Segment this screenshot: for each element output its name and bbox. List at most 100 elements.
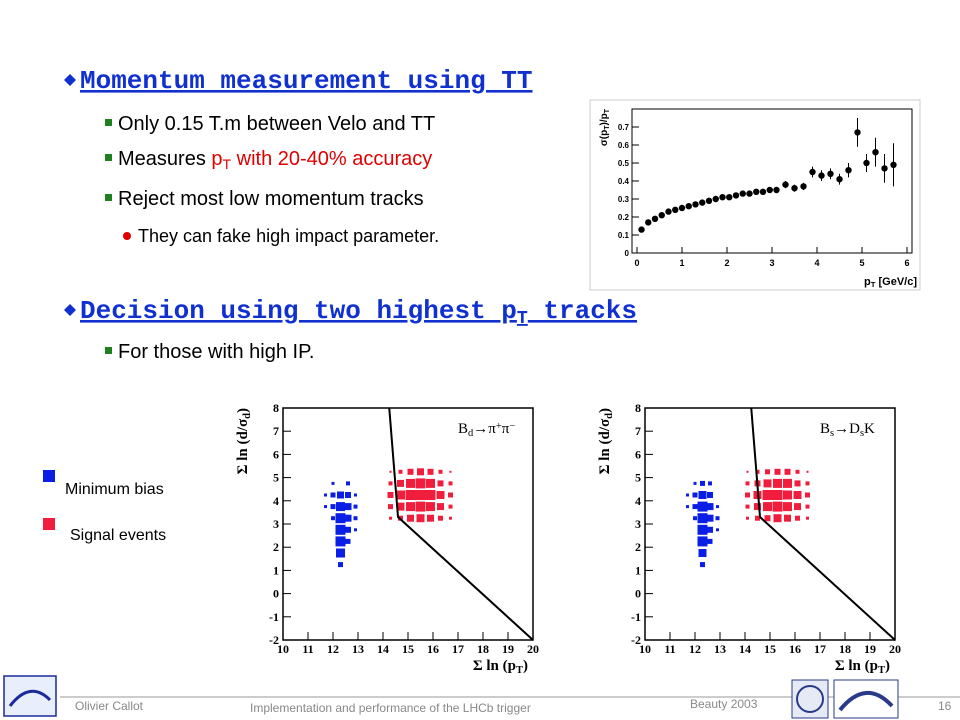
box xyxy=(331,516,335,521)
square-bullet xyxy=(105,194,112,201)
y-tick-label: 0 xyxy=(625,249,630,258)
y-tick-label: 6 xyxy=(273,447,279,461)
x-tick-label: 15 xyxy=(764,642,776,656)
text-run: − xyxy=(509,421,515,432)
y-tick-label: 0 xyxy=(273,587,279,601)
box xyxy=(437,503,444,511)
text-run: p xyxy=(864,276,871,288)
box xyxy=(396,490,405,500)
y-tick-label: 0.1 xyxy=(618,231,630,240)
text-run: ) xyxy=(523,658,528,674)
data-point xyxy=(658,212,665,219)
data-point xyxy=(800,183,807,190)
box xyxy=(715,516,720,521)
box xyxy=(700,480,705,486)
text-run: They can fake high impact parameter. xyxy=(138,226,439,246)
text-run: Only 0.15 T.m between Velo and TT xyxy=(118,113,435,135)
box xyxy=(707,492,713,498)
box xyxy=(353,504,358,509)
data-point xyxy=(665,208,672,215)
box xyxy=(337,491,344,499)
text-run: Measures xyxy=(118,148,211,170)
box xyxy=(784,514,791,522)
channel-label: Bs→DsK xyxy=(820,421,875,439)
footer-page: 16 xyxy=(938,699,952,713)
box xyxy=(805,492,810,498)
y-tick-label: 4 xyxy=(273,494,279,508)
text-run: Σ ln (d/σ xyxy=(597,418,613,474)
x-tick-label: 10 xyxy=(277,642,289,656)
footer-title: Implementation and performance of the LH… xyxy=(250,701,531,715)
legend-label: Minimum bias xyxy=(65,481,164,498)
y-tick-label: 6 xyxy=(635,447,641,461)
data-point xyxy=(746,190,753,197)
data-point xyxy=(881,165,888,172)
box xyxy=(388,481,393,486)
x-tick-label: 10 xyxy=(639,642,651,656)
text-run: Σ ln (p xyxy=(473,658,516,674)
box xyxy=(698,491,707,499)
box xyxy=(773,478,782,488)
bullet-text: Measures pT with 20-40% accuracy xyxy=(118,148,432,172)
y-tick-label: 3 xyxy=(635,517,641,531)
x-tick-label: 19 xyxy=(502,642,514,656)
box xyxy=(762,490,773,500)
text-run: d xyxy=(468,428,474,439)
text-run: [GeV/c] xyxy=(875,276,917,288)
x-tick-label: 16 xyxy=(427,642,439,656)
box xyxy=(746,470,749,473)
text-run: T xyxy=(604,108,611,113)
box xyxy=(389,516,392,520)
box xyxy=(436,491,445,499)
y-tick-label: 8 xyxy=(635,401,641,415)
data-point xyxy=(672,206,679,213)
y-axis-label: σ(pT)/pT xyxy=(599,108,611,146)
box xyxy=(794,503,801,511)
box xyxy=(806,516,809,520)
box xyxy=(795,469,800,474)
channel-label: Bd→π+π− xyxy=(458,421,515,439)
box xyxy=(794,480,801,487)
box xyxy=(783,490,792,500)
y-tick-label: 0.2 xyxy=(618,213,630,222)
box xyxy=(448,504,453,509)
box xyxy=(335,513,346,524)
box xyxy=(693,516,697,521)
data-point xyxy=(782,181,789,188)
y-tick-label: 2 xyxy=(635,540,641,554)
box xyxy=(716,505,719,509)
x-tick-label: 20 xyxy=(527,642,539,656)
chart-paper xyxy=(589,99,921,291)
box xyxy=(427,468,434,475)
x-tick-label: 19 xyxy=(864,642,876,656)
box xyxy=(353,516,358,521)
diamond-bullet xyxy=(64,74,76,86)
cut-line xyxy=(750,407,896,641)
box xyxy=(336,502,345,512)
text-run: ) xyxy=(885,658,890,674)
text-run: Decision using two highest p xyxy=(80,296,517,326)
x-tick-label: 4 xyxy=(814,258,819,268)
y-tick-label: 7 xyxy=(273,424,279,438)
box xyxy=(755,469,760,474)
y-tick-label: -1 xyxy=(269,610,279,624)
text-run: Σ ln (d/σ xyxy=(235,418,251,474)
box xyxy=(765,469,770,475)
text-run: →π xyxy=(473,421,496,437)
scatter-chart: 0 1 2 3 4 5 600.10.20.30.40.50.60.7pT [GeV/c]σ… xyxy=(589,99,921,291)
box xyxy=(406,502,415,512)
y-tick-label: 4 xyxy=(635,494,641,508)
y-tick-label: 8 xyxy=(273,401,279,415)
box xyxy=(698,549,707,557)
bullet-text: Reject most low momentum tracks xyxy=(118,188,424,210)
x-tick-label: 20 xyxy=(889,642,901,656)
x-tick-label: 0 xyxy=(634,258,639,268)
box xyxy=(344,503,352,511)
data-point xyxy=(753,188,760,195)
box xyxy=(755,515,760,521)
y-tick-label: 1 xyxy=(273,563,279,577)
box xyxy=(706,514,714,522)
text-run: ) xyxy=(235,408,251,413)
box xyxy=(345,492,351,498)
